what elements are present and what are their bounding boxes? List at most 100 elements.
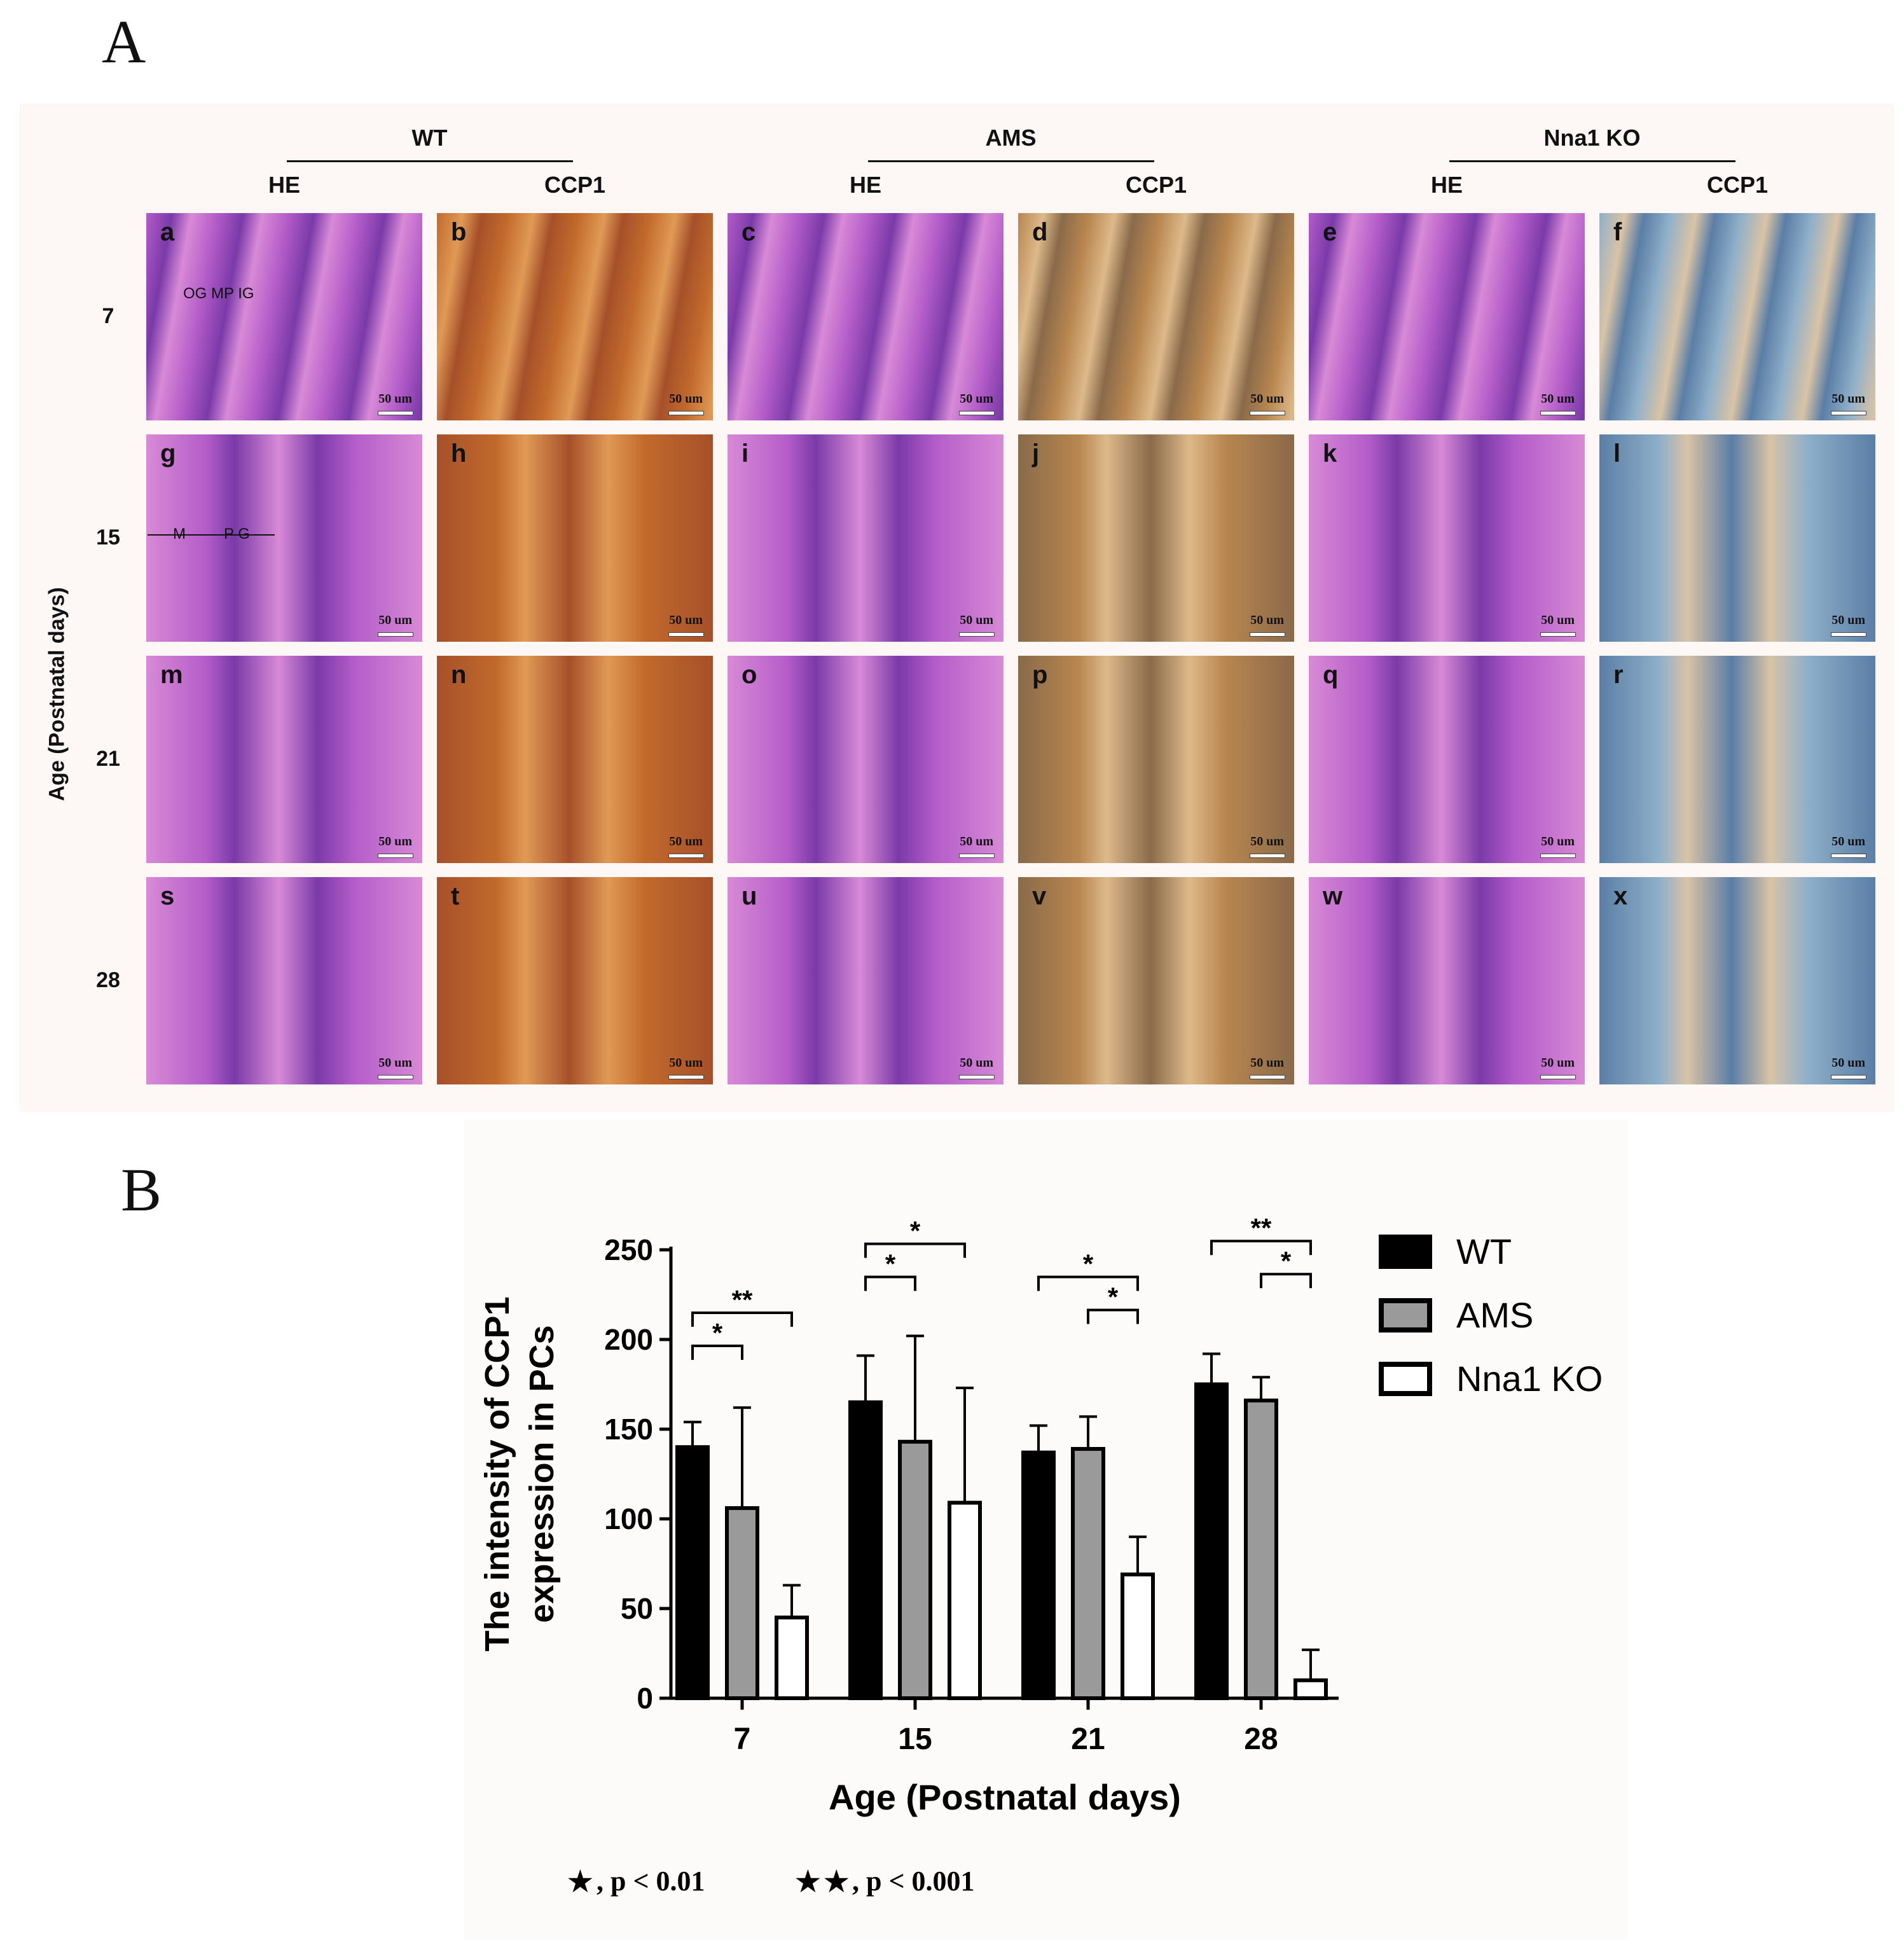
bar [948, 1500, 982, 1701]
scale-bar [1250, 854, 1285, 858]
group-header: WT [411, 125, 448, 151]
x-tick-label: 21 [1071, 1722, 1105, 1756]
significance-label: * [1108, 1282, 1119, 1312]
layer-annotation-line [148, 534, 275, 536]
tile-letter: d [1032, 218, 1048, 246]
scale-bar [1250, 1075, 1285, 1079]
scale-bar-label: 50 um [1541, 613, 1575, 627]
micrograph-tile: u 50 um [728, 877, 1004, 1084]
legend-label: Nna1 KO [1456, 1359, 1603, 1399]
scale-bar [1831, 411, 1866, 415]
tile-letter: s [160, 882, 175, 910]
tile-letter: n [451, 661, 467, 689]
bar [1244, 1398, 1278, 1700]
scale-bar-label: 50 um [1541, 1056, 1575, 1070]
tile-letter: j [1032, 440, 1040, 467]
scale-bar [668, 632, 704, 637]
scale-bar-label: 50 um [960, 613, 993, 627]
row-label: 7 [102, 304, 114, 328]
micrograph-tile: s 50 um [146, 877, 422, 1084]
y-tick-label: 150 [604, 1413, 653, 1446]
micrograph-tile: i 50 um [728, 434, 1004, 642]
significance-label: * [1281, 1246, 1292, 1276]
micrograph-tile: o 50 um [728, 656, 1004, 863]
tile-letter: r [1613, 661, 1624, 689]
micrograph-tile: a 50 um [146, 213, 422, 420]
stain-header: CCP1 [544, 172, 606, 198]
micrograph-tile: j 50 um [1018, 434, 1294, 642]
scale-bar-label: 50 um [960, 1056, 993, 1070]
stain-header: HE [849, 172, 881, 198]
tile-letter: f [1613, 218, 1622, 246]
scale-bar [378, 854, 413, 858]
scale-bar [668, 1075, 704, 1079]
scale-bar [1250, 632, 1285, 637]
significance-label: * [1083, 1249, 1094, 1279]
scale-bar-label: 50 um [669, 613, 703, 627]
scale-bar [1831, 1075, 1866, 1079]
scale-bar-label: 50 um [378, 834, 412, 848]
tile-letter: a [160, 218, 175, 246]
micrograph-tile: r 50 um [1599, 656, 1875, 863]
footnote-double: , p < 0.001 [852, 1865, 975, 1897]
significance-bracket [691, 1345, 743, 1360]
scale-bar-label: 50 um [960, 834, 993, 848]
scale-bar-label: 50 um [378, 613, 412, 627]
group-header-line [286, 160, 573, 162]
micrograph-tile: x 50 um [1599, 877, 1875, 1084]
micrograph-tile: v 50 um [1018, 877, 1294, 1084]
bar [675, 1445, 710, 1700]
panel-a-letter: A [102, 8, 146, 76]
scale-bar [668, 411, 704, 415]
micrograph-tile: d 50 um [1018, 213, 1294, 420]
footnote-single: , p < 0.01 [597, 1865, 705, 1897]
scale-bar [959, 854, 995, 858]
scale-bar [1831, 632, 1866, 637]
tile-letter: m [160, 661, 183, 689]
x-tick-label: 15 [898, 1722, 932, 1756]
micrograph-tile: b 50 um [437, 213, 713, 420]
group-header: AMS [985, 125, 1037, 151]
scale-bar-label: 50 um [1541, 392, 1575, 406]
scale-bar [1250, 411, 1285, 415]
stain-header: CCP1 [1125, 172, 1187, 198]
legend-label: AMS [1456, 1295, 1533, 1335]
scale-bar-label: 50 um [1832, 1056, 1865, 1070]
legend-swatch [1379, 1298, 1432, 1332]
scale-bar [378, 632, 413, 637]
micrograph-tile: g 50 um [146, 434, 422, 642]
tile-letter: q [1323, 661, 1339, 689]
group-header: Nna1 KO [1543, 125, 1641, 151]
significance-label: ** [732, 1285, 753, 1315]
layer-annotation: P G [224, 525, 250, 543]
row-label: 15 [96, 525, 120, 550]
group-header-line [867, 160, 1154, 162]
scale-bar [668, 854, 704, 858]
tile-letter: t [451, 882, 460, 910]
tile-letter: p [1032, 661, 1048, 689]
stain-header: HE [268, 172, 300, 198]
bar [848, 1400, 883, 1700]
row-label: 21 [96, 747, 120, 771]
scale-bar [959, 1075, 995, 1079]
scale-bar-label: 50 um [960, 392, 993, 406]
scale-bar-label: 50 um [1250, 834, 1284, 848]
y-tick-label: 200 [604, 1323, 653, 1356]
panel-b-letter: B [121, 1156, 162, 1224]
x-tick-label: 28 [1244, 1722, 1278, 1756]
significance-label: * [910, 1216, 921, 1246]
significance-label: * [712, 1318, 723, 1348]
significance-bracket [1260, 1273, 1312, 1289]
scale-bar [1540, 854, 1576, 858]
scale-bar [959, 632, 995, 637]
stain-header: CCP1 [1706, 172, 1769, 198]
micrograph-tile: p 50 um [1018, 656, 1294, 863]
significance-bracket [1087, 1308, 1139, 1324]
scale-bar [378, 411, 413, 415]
scale-bar-label: 50 um [669, 834, 703, 848]
stain-header: HE [1430, 172, 1463, 198]
y-axis-title-line2: expression in PCs [523, 1325, 561, 1623]
significance-bracket [864, 1242, 966, 1258]
x-tick-label: 7 [734, 1722, 751, 1756]
